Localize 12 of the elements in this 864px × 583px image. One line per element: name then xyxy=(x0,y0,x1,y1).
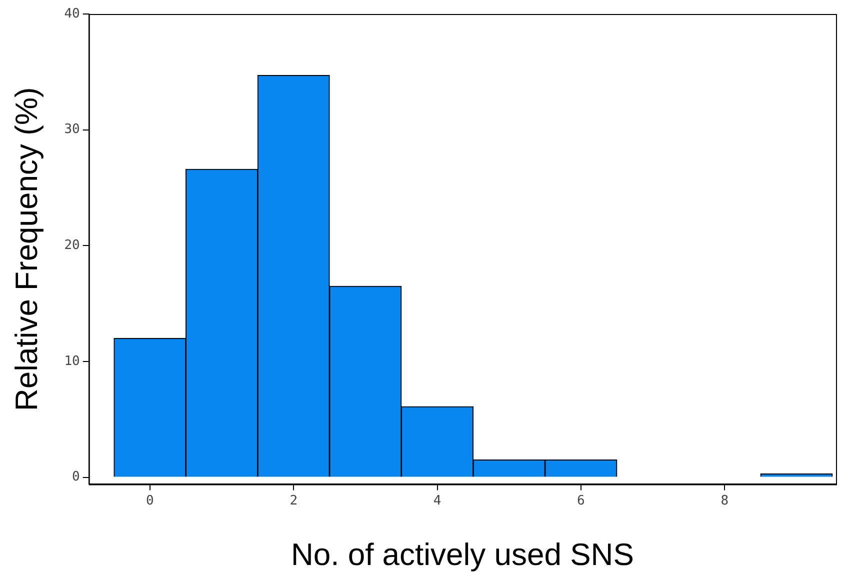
y-tick-label: 10 xyxy=(64,354,80,369)
y-tick-label: 20 xyxy=(64,238,80,253)
y-tick-label: 40 xyxy=(64,6,80,22)
y-axis-title: Relative Frequency (%) xyxy=(9,87,44,412)
x-axis-title: No. of actively used SNS xyxy=(290,536,634,572)
y-tick-label: 30 xyxy=(64,122,80,138)
x-tick-label: 6 xyxy=(577,493,585,508)
y-tick-label: 0 xyxy=(72,470,80,485)
x-tick-label: 2 xyxy=(290,493,298,508)
x-tick-label: 4 xyxy=(433,493,442,508)
x-tick-label: 8 xyxy=(720,493,729,508)
x-tick-label: 0 xyxy=(146,493,154,508)
